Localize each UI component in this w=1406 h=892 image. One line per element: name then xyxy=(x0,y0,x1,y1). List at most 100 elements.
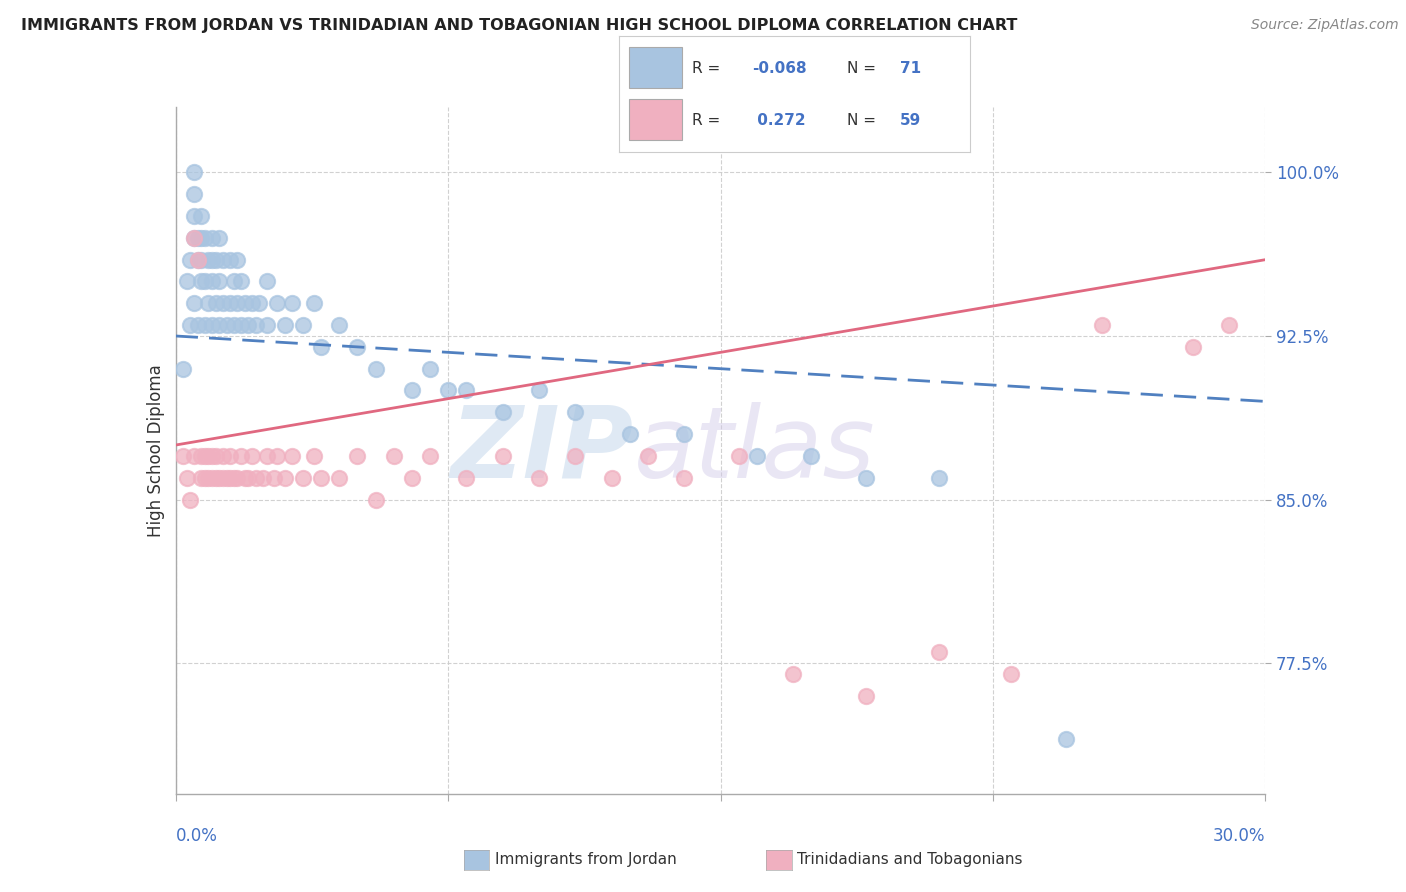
Point xyxy=(382,449,405,463)
Point xyxy=(204,252,226,267)
Point xyxy=(274,471,297,485)
Point xyxy=(364,361,387,376)
Point xyxy=(183,449,205,463)
FancyBboxPatch shape xyxy=(630,99,682,140)
Text: R =: R = xyxy=(692,112,725,128)
Point xyxy=(1054,732,1077,747)
Point xyxy=(291,318,314,332)
Text: atlas: atlas xyxy=(633,402,875,499)
Point xyxy=(201,449,224,463)
Point xyxy=(212,296,235,310)
Point xyxy=(263,471,285,485)
Point xyxy=(222,471,245,485)
Point xyxy=(183,231,205,245)
Point xyxy=(212,449,235,463)
Text: 71: 71 xyxy=(900,61,921,76)
Point xyxy=(782,667,804,681)
Point xyxy=(527,471,550,485)
Point xyxy=(226,471,249,485)
Point xyxy=(328,471,350,485)
Point xyxy=(564,449,586,463)
Point xyxy=(309,471,332,485)
Point xyxy=(419,449,441,463)
Point xyxy=(208,231,231,245)
Point xyxy=(172,361,194,376)
Point xyxy=(212,252,235,267)
FancyBboxPatch shape xyxy=(630,47,682,88)
Text: -0.068: -0.068 xyxy=(752,61,807,76)
Point xyxy=(183,296,205,310)
Point xyxy=(222,318,245,332)
Point xyxy=(281,449,304,463)
Point xyxy=(190,231,212,245)
Point xyxy=(492,449,515,463)
Point xyxy=(186,252,209,267)
Point xyxy=(194,449,217,463)
Point xyxy=(186,318,209,332)
Point xyxy=(201,252,224,267)
Point xyxy=(302,449,325,463)
Text: Source: ZipAtlas.com: Source: ZipAtlas.com xyxy=(1251,18,1399,32)
Point xyxy=(183,187,205,202)
Point xyxy=(197,471,219,485)
Point xyxy=(855,471,877,485)
Point xyxy=(745,449,768,463)
Point xyxy=(183,165,205,179)
Point xyxy=(619,427,641,442)
Point xyxy=(183,209,205,223)
Point xyxy=(215,471,238,485)
Point xyxy=(281,296,304,310)
Point xyxy=(179,252,201,267)
Point xyxy=(172,449,194,463)
Point xyxy=(1000,667,1022,681)
Point xyxy=(252,471,274,485)
Point xyxy=(855,689,877,703)
Point xyxy=(204,471,226,485)
Point xyxy=(238,471,260,485)
Point xyxy=(564,405,586,419)
Point xyxy=(401,471,423,485)
Point xyxy=(1091,318,1114,332)
Point xyxy=(291,471,314,485)
Text: 59: 59 xyxy=(900,112,921,128)
Point xyxy=(238,318,260,332)
Point xyxy=(226,252,249,267)
Point xyxy=(266,449,288,463)
Point xyxy=(190,471,212,485)
Point xyxy=(1218,318,1240,332)
Point xyxy=(201,318,224,332)
Point xyxy=(346,340,368,354)
Point xyxy=(176,275,198,289)
Text: 0.272: 0.272 xyxy=(752,112,806,128)
Text: 0.0%: 0.0% xyxy=(176,827,218,845)
Point xyxy=(1181,340,1204,354)
Point xyxy=(233,296,256,310)
Point xyxy=(600,471,623,485)
Point xyxy=(231,449,253,463)
Point xyxy=(247,296,270,310)
Point xyxy=(346,449,368,463)
Point xyxy=(186,252,209,267)
Text: Immigrants from Jordan: Immigrants from Jordan xyxy=(495,853,676,867)
Point xyxy=(266,296,288,310)
Point xyxy=(208,275,231,289)
Point xyxy=(309,340,332,354)
Point xyxy=(194,318,217,332)
Text: Trinidadians and Tobagonians: Trinidadians and Tobagonians xyxy=(797,853,1022,867)
Point xyxy=(208,318,231,332)
Point xyxy=(204,296,226,310)
Point xyxy=(219,449,242,463)
Point xyxy=(928,471,950,485)
Point xyxy=(219,471,242,485)
Point xyxy=(419,361,441,376)
Point xyxy=(231,275,253,289)
Point xyxy=(233,471,256,485)
Point xyxy=(727,449,749,463)
Text: ZIP: ZIP xyxy=(450,402,633,499)
Point xyxy=(256,318,278,332)
Text: N =: N = xyxy=(846,112,882,128)
Point xyxy=(212,471,235,485)
Point xyxy=(456,384,478,398)
Point xyxy=(204,449,226,463)
Point xyxy=(245,471,267,485)
